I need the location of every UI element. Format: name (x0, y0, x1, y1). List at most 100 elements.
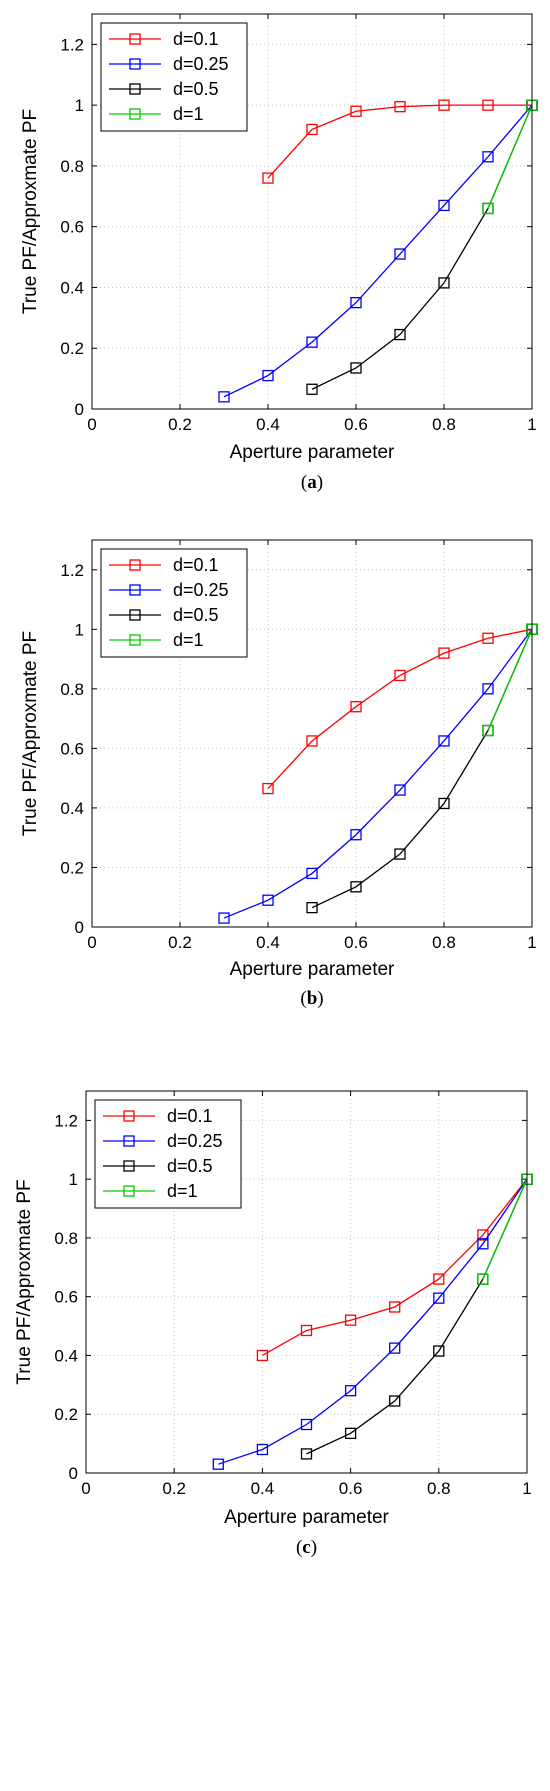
x-tick-label: 1 (522, 1479, 531, 1498)
y-tick-label: 0.6 (60, 218, 84, 237)
legend-label: d=0.1 (173, 29, 219, 49)
legend-swatch-marker (129, 33, 141, 45)
caption-letter: b (307, 988, 318, 1009)
data-point (433, 1273, 445, 1285)
x-axis-label: Aperture parameter (224, 1507, 389, 1528)
x-axis-label: Aperture parameter (230, 959, 395, 980)
chart-panel-c: 0 0.2 0.4 0.6 0.8 100.20.40.60.811.2 d=0.1d=0.… (14, 1090, 533, 1558)
y-tick-label: 1 (69, 1170, 78, 1189)
data-point (438, 277, 450, 289)
x-axis-label: Aperture parameter (230, 442, 395, 463)
data-point (482, 683, 494, 695)
data-point (344, 1427, 357, 1439)
data-point (438, 199, 450, 212)
data-point (438, 99, 450, 111)
series-d=0.25 (218, 623, 538, 924)
y-tick-label: 0.8 (54, 1229, 78, 1248)
data-point (350, 829, 362, 841)
legend: d=0.1 d=0.25 d=0.5 d=1 (100, 548, 248, 658)
data-point (482, 632, 494, 644)
legend-swatch-marker (123, 1135, 135, 1147)
y-tick-label: 1 (75, 620, 84, 639)
axes-box (91, 13, 533, 410)
y-tick-label: 0.6 (60, 739, 84, 758)
data-point (212, 1458, 224, 1470)
caption-close: ) (317, 988, 323, 1009)
data-point (477, 1273, 489, 1285)
legend-swatch-marker (129, 609, 141, 621)
legend-label: d=1 (173, 630, 204, 650)
data-point (300, 1418, 313, 1431)
data-point (438, 797, 450, 810)
y-tick-label: 0.2 (60, 339, 84, 358)
data-point (350, 105, 362, 117)
legend-label: d=0.5 (173, 79, 219, 99)
legend-swatch-marker (129, 634, 141, 646)
x-tick-label: 0.2 (168, 933, 192, 952)
x-tick-label: 0 (87, 415, 96, 434)
y-axis-label: True PF/Approxmate PF (14, 1179, 35, 1384)
panel-caption: (a) (301, 472, 323, 493)
caption-letter: c (302, 1537, 310, 1558)
data-point (262, 369, 274, 382)
data-point (394, 784, 406, 796)
data-point (433, 1345, 445, 1357)
axes-box (85, 1090, 528, 1474)
series-line (487, 104, 533, 209)
series-line (482, 1178, 528, 1280)
x-tick-label: 0.4 (256, 415, 280, 434)
data-point (394, 248, 406, 260)
series-line (223, 628, 533, 919)
legend-label: d=0.5 (173, 605, 219, 625)
data-point (394, 101, 406, 113)
y-tick-label: 1.2 (54, 1111, 78, 1130)
data-point (300, 1324, 313, 1337)
data-point (256, 1443, 269, 1456)
legend-label: d=0.5 (167, 1156, 213, 1176)
data-point (394, 328, 406, 341)
y-tick-label: 0.8 (60, 157, 84, 176)
data-point (389, 1301, 401, 1313)
data-point (477, 1229, 489, 1241)
data-point (350, 881, 362, 893)
data-point (438, 647, 450, 659)
data-point (306, 735, 318, 747)
legend-box (100, 548, 248, 658)
panel-caption: (c) (296, 1537, 317, 1558)
x-tick-label: 1 (527, 415, 536, 434)
series-d=0.25 (218, 99, 538, 403)
y-tick-label: 0.6 (54, 1288, 78, 1307)
y-tick-label: 0 (75, 400, 84, 419)
legend-swatch-marker (129, 584, 141, 596)
data-point (477, 1238, 489, 1250)
data-point (438, 735, 450, 747)
data-point (306, 123, 318, 136)
caption-open: ( (296, 1537, 302, 1558)
y-tick-label: 0.4 (60, 278, 84, 297)
y-tick-label: 0.2 (60, 858, 84, 877)
series-line (267, 628, 533, 790)
legend-label: d=1 (167, 1181, 198, 1201)
y-tick-label: 0.4 (54, 1346, 78, 1365)
x-tick-label: 0.6 (344, 415, 368, 434)
data-point (394, 669, 406, 682)
legend-box (94, 1099, 242, 1209)
gridlines (86, 1091, 527, 1473)
x-tick-label: 1 (527, 933, 536, 952)
axes-box (91, 539, 533, 928)
data-point (389, 1395, 401, 1407)
data-point (482, 724, 494, 737)
x-tick-label: 0.8 (432, 415, 456, 434)
x-tick-label: 0.2 (162, 1479, 186, 1498)
chart-panel-a: 0 0.2 0.4 0.6 0.8 100.20.40.60.811.2 d=0.1d=0.… (20, 13, 538, 493)
series-line (262, 1178, 528, 1357)
legend-label: d=0.25 (173, 580, 229, 600)
legend-swatch-marker (129, 58, 141, 70)
y-axis-label: True PF/Approxmate PF (20, 631, 41, 836)
x-tick-label: 0.4 (251, 1479, 275, 1498)
data-point (482, 202, 494, 215)
series-line (223, 104, 533, 398)
data-point (482, 151, 494, 163)
chart-panel-b: 0 0.2 0.4 0.6 0.8 100.20.40.60.811.2 d=0.1d=0.… (20, 539, 538, 1009)
